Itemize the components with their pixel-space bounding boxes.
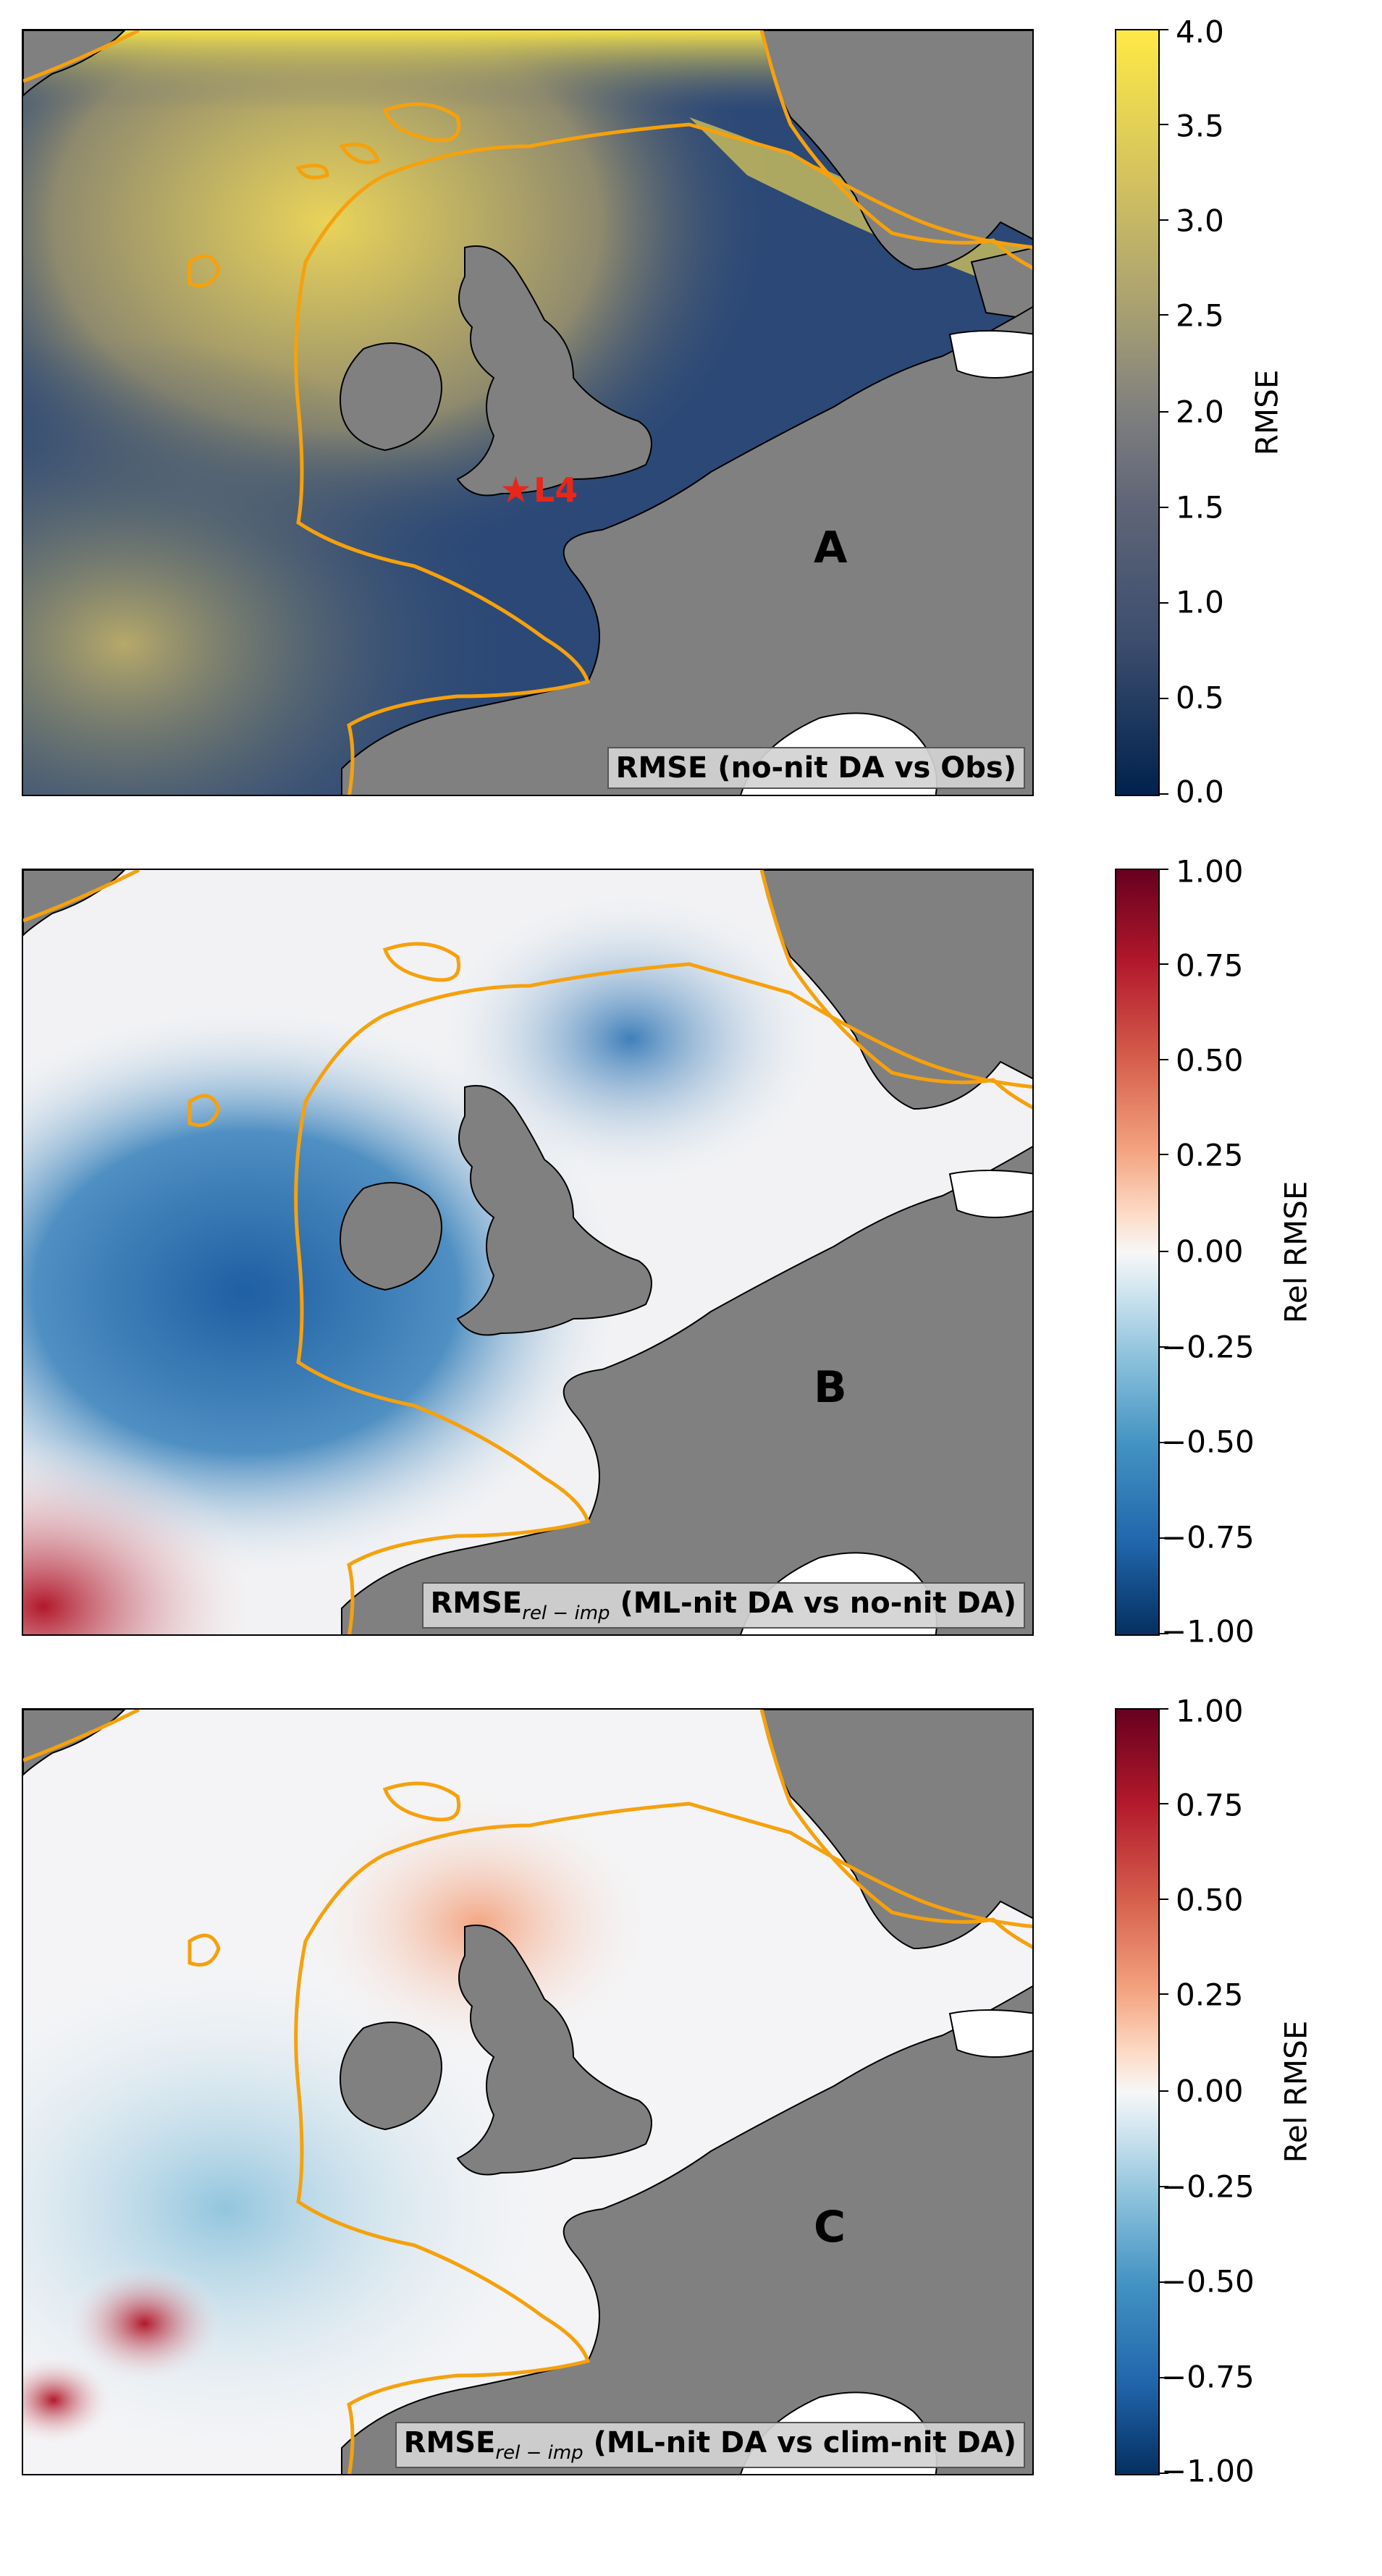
caption-b: RMSErel − imp (ML-nit DA vs no-nit DA) [421, 1582, 1025, 1629]
tick-label: 0.0 [1176, 774, 1224, 810]
panel-b: B RMSErel − imp (ML-nit DA vs no-nit DA)… [0, 854, 1382, 1650]
tick-mark [1160, 698, 1168, 699]
tick-label: 4.0 [1176, 14, 1224, 50]
caption-c-rest: (ML-nit DA vs clim-nit DA) [583, 2426, 1016, 2459]
colorbar-a [1115, 29, 1160, 796]
shelf-contour-c [23, 1710, 1032, 2474]
tick-label: −0.50 [1161, 1424, 1255, 1460]
tick-label: 0.75 [1176, 1787, 1244, 1823]
tick-label: −1.00 [1161, 2453, 1255, 2489]
colorbar-c-ticks: 1.00 0.75 0.50 0.25 0.00 −0.25 −0.50 −0.… [1160, 1694, 1255, 2489]
colorbar-b-ticks: 1.00 0.75 0.50 0.25 0.00 −0.25 −0.50 −0.… [1160, 854, 1255, 1650]
colorbar-c-label: Rel RMSE [1278, 2020, 1314, 2163]
tick-label: 3.0 [1176, 203, 1224, 239]
panel-letter-b: B [814, 1362, 847, 1413]
tick-mark [1160, 1442, 1168, 1443]
tick-mark [1160, 602, 1168, 604]
map-c-canvas [23, 1710, 1032, 2474]
colorbar-b-label: Rel RMSE [1278, 1181, 1314, 1324]
tick-label: −0.75 [1161, 2359, 1255, 2395]
land-c [23, 1710, 1032, 2474]
tick-mark [1160, 411, 1168, 413]
tick-label: 1.00 [1176, 1693, 1244, 1729]
tick-mark [1160, 2281, 1168, 2283]
caption-b-subscript: rel − imp [522, 1602, 610, 1624]
tick-label: 0.00 [1176, 1233, 1244, 1270]
land-b [23, 870, 1032, 1634]
tick-label: −1.00 [1161, 1613, 1255, 1650]
shelf-contour-b [23, 870, 1032, 1634]
tick-label: 0.00 [1176, 2073, 1244, 2109]
tick-label: −0.25 [1161, 2169, 1255, 2205]
panel-letter-a: A [814, 523, 848, 573]
tick-mark [1160, 1708, 1168, 1710]
tick-mark [1160, 314, 1168, 316]
panel-a: ★ L4 A RMSE (no-nit DA vs Obs) 4.0 3.5 3… [0, 14, 1382, 810]
l4-label: L4 [534, 470, 578, 510]
tick-mark [1160, 1993, 1168, 1995]
tick-mark [1160, 869, 1168, 870]
tick-mark [1160, 1633, 1168, 1634]
colorbar-b [1115, 869, 1160, 1636]
map-c: C RMSErel − imp (ML-nit DA vs clim-nit D… [22, 1708, 1034, 2475]
tick-label: 0.50 [1176, 1882, 1244, 1918]
caption-b-rest: (ML-nit DA vs no-nit DA) [610, 1587, 1016, 1620]
tick-label: 0.50 [1176, 1042, 1244, 1078]
tick-label: 0.75 [1176, 947, 1244, 984]
tick-mark [1160, 2090, 1168, 2092]
tick-mark [1160, 1059, 1168, 1060]
tick-mark [1160, 2472, 1168, 2474]
tick-label: 2.0 [1176, 394, 1224, 430]
tick-mark [1160, 1537, 1168, 1539]
tick-label: 0.5 [1176, 680, 1224, 716]
tick-mark [1160, 29, 1168, 30]
shelf-contour-a [23, 30, 1032, 795]
tick-label: 1.0 [1176, 584, 1224, 620]
panel-c: C RMSErel − imp (ML-nit DA vs clim-nit D… [0, 1694, 1382, 2489]
tick-label: 1.00 [1176, 853, 1244, 890]
tick-label: 0.25 [1176, 1137, 1244, 1173]
tick-mark [1160, 1899, 1168, 1900]
tick-mark [1160, 793, 1168, 795]
tick-mark [1160, 1154, 1168, 1155]
tick-mark [1160, 2377, 1168, 2378]
panel-letter-c: C [814, 2202, 846, 2252]
tick-label: −0.75 [1161, 1519, 1255, 1555]
tick-mark [1160, 1251, 1168, 1252]
map-b-canvas [23, 870, 1032, 1634]
tick-mark [1160, 507, 1168, 508]
tick-label: −0.25 [1161, 1329, 1255, 1365]
tick-label: −0.50 [1161, 2263, 1255, 2300]
caption-b-text: RMSE [430, 1587, 523, 1620]
tick-label: 0.25 [1176, 1977, 1244, 2013]
tick-label: 3.5 [1176, 108, 1224, 144]
colorbar-a-ticks: 4.0 3.5 3.0 2.5 2.0 1.5 1.0 0.5 0.0 [1160, 14, 1247, 810]
map-b: B RMSErel − imp (ML-nit DA vs no-nit DA) [22, 869, 1034, 1636]
map-a: ★ L4 A RMSE (no-nit DA vs Obs) [22, 29, 1034, 796]
tick-label: 1.5 [1176, 489, 1224, 525]
tick-mark [1160, 219, 1168, 221]
land-a [23, 30, 1032, 795]
caption-a-text: RMSE (no-nit DA vs Obs) [615, 751, 1016, 785]
tick-mark [1160, 2186, 1168, 2187]
tick-label: 2.5 [1176, 297, 1224, 334]
tick-mark [1160, 124, 1168, 125]
tick-mark [1160, 1803, 1168, 1804]
l4-star-icon: ★ [500, 469, 532, 511]
tick-mark [1160, 1346, 1168, 1348]
colorbar-c [1115, 1708, 1160, 2475]
caption-c-subscript: rel − imp [495, 2442, 583, 2464]
caption-c-text: RMSE [403, 2426, 496, 2459]
caption-a: RMSE (no-nit DA vs Obs) [607, 747, 1025, 789]
map-a-canvas: ★ [23, 30, 1032, 795]
caption-c: RMSErel − imp (ML-nit DA vs clim-nit DA) [395, 2422, 1025, 2468]
tick-mark [1160, 963, 1168, 965]
colorbar-a-label: RMSE [1249, 369, 1285, 456]
